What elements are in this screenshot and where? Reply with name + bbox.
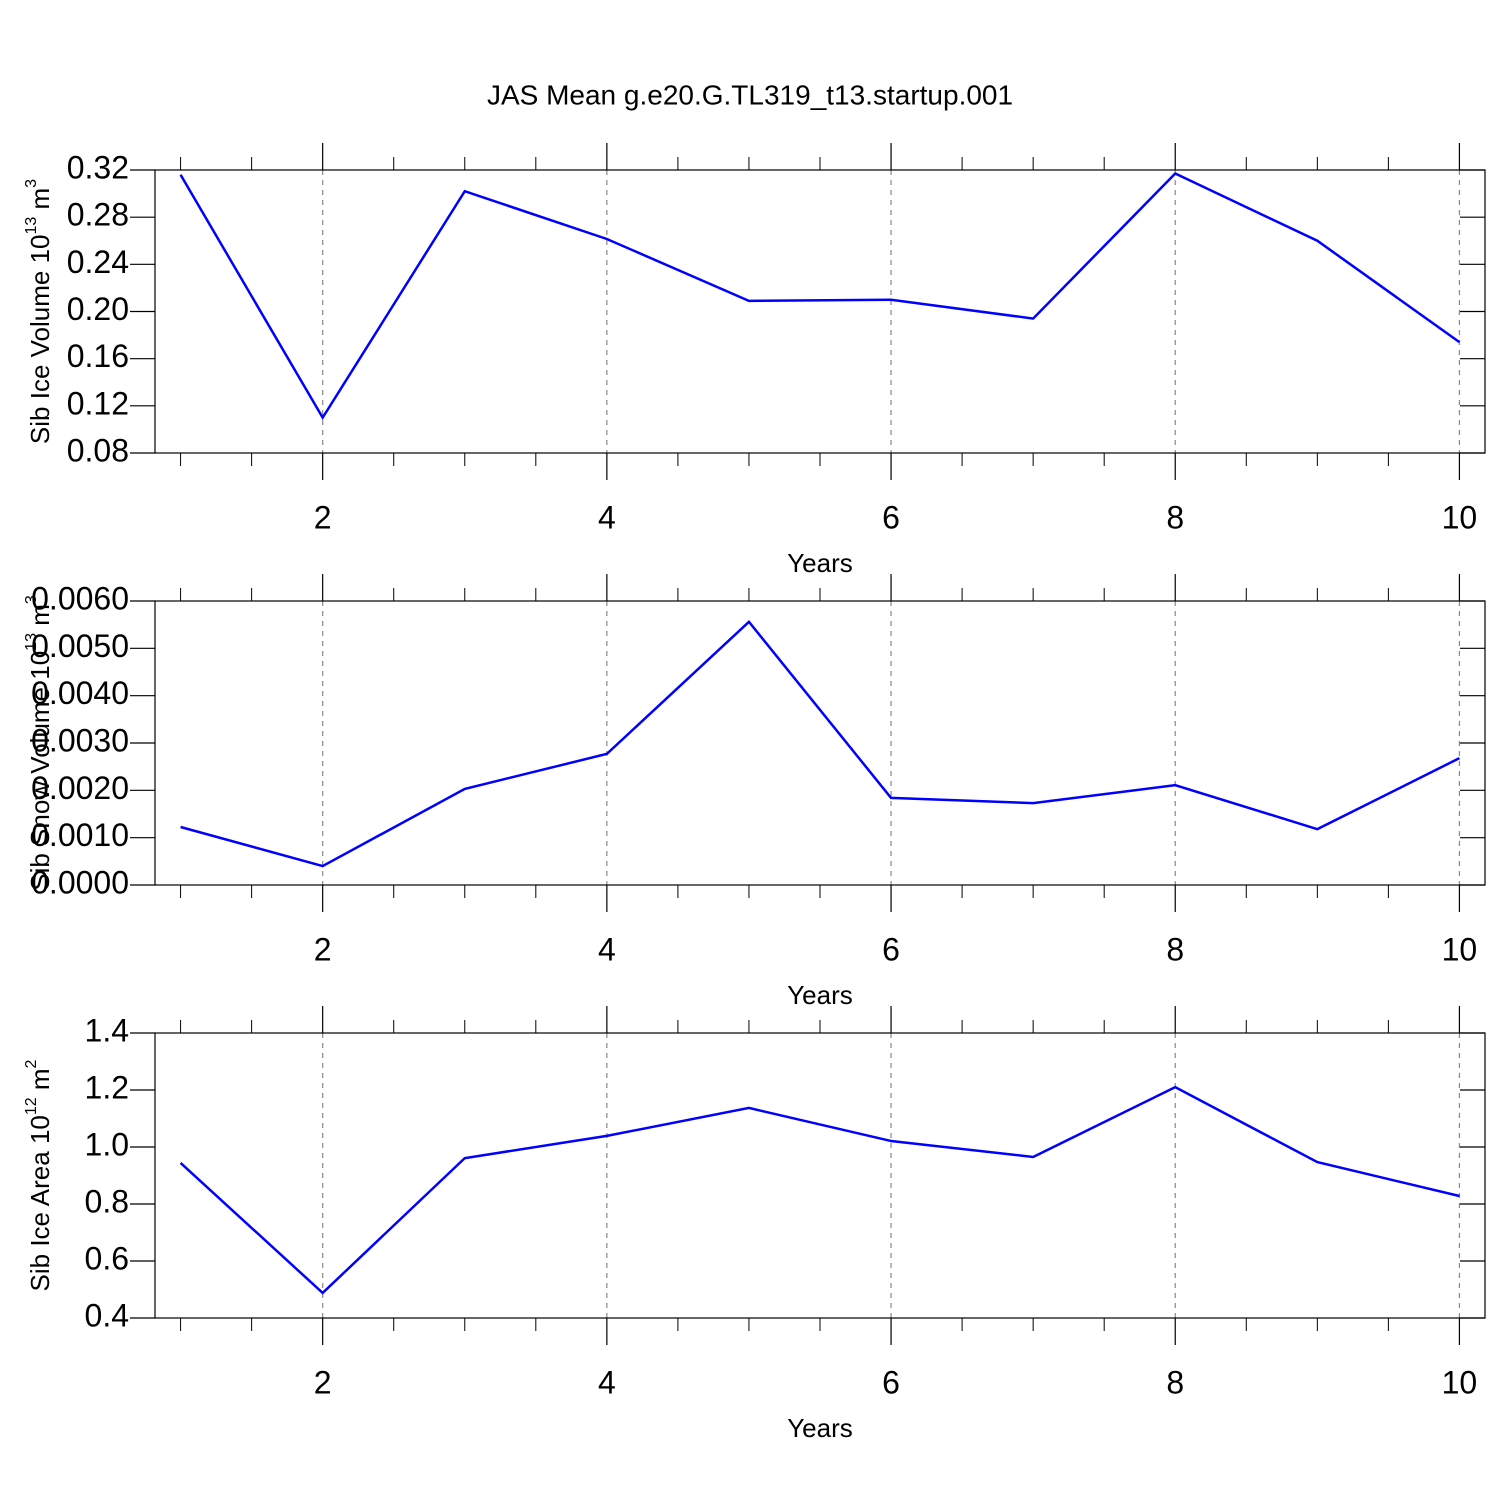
y-tick-label: 0.8 — [85, 1183, 129, 1219]
y-axis-label-part: m — [25, 604, 55, 633]
y-axis-label-part: Sib Ice Volume 10 — [25, 235, 55, 445]
y-tick-label: 0.28 — [67, 197, 129, 233]
y-tick-label: 0.12 — [67, 385, 129, 421]
figure-title: JAS Mean g.e20.G.TL319_t13.startup.001 — [487, 79, 1013, 110]
x-tick-label: 2 — [314, 931, 332, 967]
x-tick-label: 10 — [1442, 499, 1478, 535]
y-axis-label-part: Sib Snow Volume 10 — [25, 651, 55, 891]
y-tick-label: 0.0030 — [31, 722, 129, 758]
y-axis-label: Sib Snow Volume 1013 m3 — [23, 595, 55, 891]
y-tick-label: 0.0020 — [31, 770, 129, 806]
y-tick-label: 0.6 — [85, 1240, 129, 1276]
y-tick-label: 0.16 — [67, 338, 129, 374]
y-tick-label: 1.2 — [85, 1069, 129, 1105]
x-tick-label: 8 — [1166, 499, 1184, 535]
x-tick-label: 6 — [882, 499, 900, 535]
x-tick-label: 10 — [1442, 931, 1478, 967]
y-tick-label: 0.0060 — [31, 580, 129, 616]
data-line — [179, 172, 1461, 421]
y-axis-label-superscript: 2 — [23, 1059, 40, 1068]
y-axis-label-part: m — [25, 188, 55, 217]
y-axis-label: Sib Ice Volume 1013 m3 — [23, 179, 55, 444]
x-tick-label: 4 — [598, 931, 616, 967]
x-tick-label: 4 — [598, 1364, 616, 1400]
y-tick-label: 0.20 — [67, 291, 129, 327]
y-tick-label: 0.0040 — [31, 675, 129, 711]
y-axis-label-superscript: 12 — [23, 1097, 40, 1115]
x-tick-label: 4 — [598, 499, 616, 535]
y-axis-label: Sib Ice Area 1012 m2 — [23, 1059, 55, 1291]
y-tick-label: 1.0 — [85, 1126, 129, 1162]
x-axis-label: Years — [787, 548, 853, 578]
y-axis-label-part: m — [25, 1068, 55, 1097]
y-tick-label: 0.4 — [85, 1297, 129, 1333]
data-line — [180, 619, 1460, 868]
y-axis-label-superscript: 13 — [23, 633, 40, 651]
x-tick-label: 10 — [1442, 1364, 1478, 1400]
y-tick-label: 0.0000 — [31, 864, 129, 900]
x-axis-label: Years — [787, 1413, 853, 1443]
x-axis-label: Years — [787, 980, 853, 1010]
data-line — [179, 1085, 1460, 1295]
y-axis-label-superscript: 3 — [23, 595, 40, 604]
y-tick-label: 0.24 — [67, 244, 129, 280]
y-tick-label: 0.0050 — [31, 628, 129, 664]
y-tick-label: 1.4 — [85, 1012, 129, 1048]
x-tick-label: 8 — [1166, 931, 1184, 967]
y-tick-label: 0.08 — [67, 432, 129, 468]
x-tick-label: 8 — [1166, 1364, 1184, 1400]
y-axis-label-superscript: 13 — [23, 217, 40, 235]
y-tick-label: 0.32 — [67, 149, 129, 185]
x-tick-label: 2 — [314, 499, 332, 535]
y-axis-label-part: Sib Ice Area 10 — [25, 1115, 55, 1291]
x-tick-label: 2 — [314, 1364, 332, 1400]
y-axis-label-superscript: 3 — [23, 179, 40, 188]
x-tick-label: 6 — [882, 931, 900, 967]
y-tick-label: 0.0010 — [31, 817, 129, 853]
x-tick-label: 6 — [882, 1364, 900, 1400]
